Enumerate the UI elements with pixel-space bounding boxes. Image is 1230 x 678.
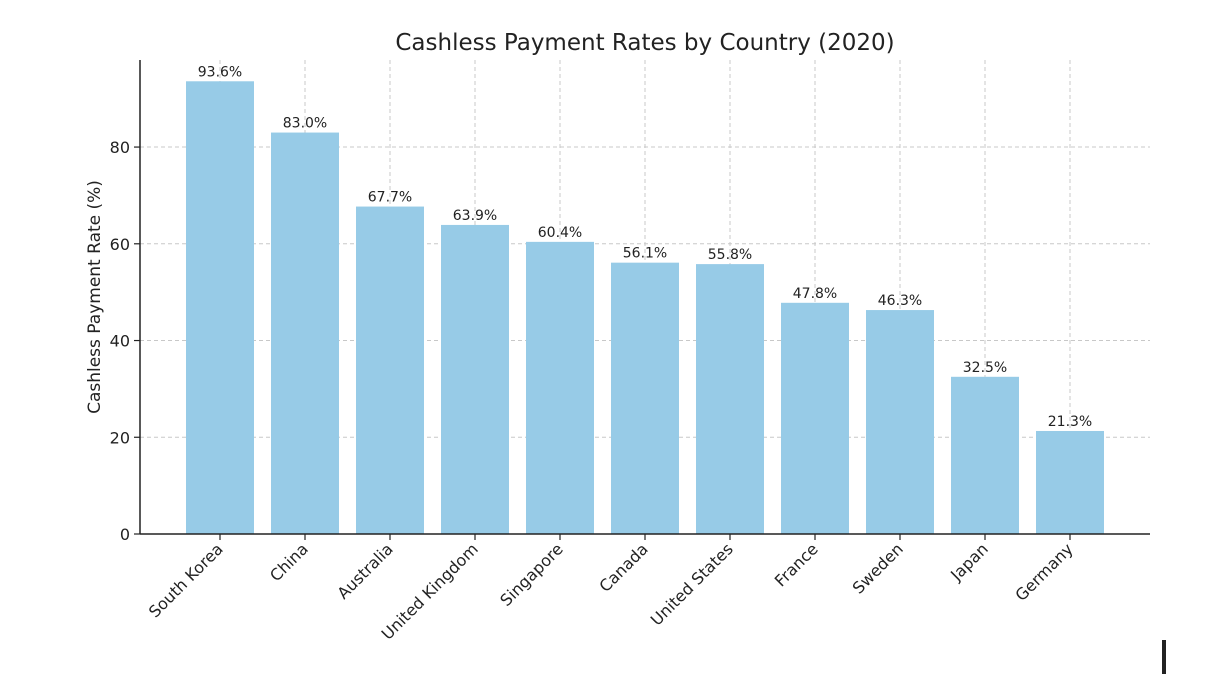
bar-value-label: 60.4% bbox=[538, 225, 582, 241]
chart-title: Cashless Payment Rates by Country (2020) bbox=[395, 30, 894, 56]
bar-value-label: 93.6% bbox=[198, 64, 242, 80]
x-tick-label: South Korea bbox=[145, 539, 227, 621]
bar bbox=[356, 206, 424, 535]
x-tick-label: Germany bbox=[1011, 539, 1076, 604]
bar bbox=[271, 132, 339, 534]
bar-value-label: 83.0% bbox=[283, 116, 327, 132]
bar-value-label: 56.1% bbox=[623, 246, 667, 262]
bar-value-label: 67.7% bbox=[368, 190, 412, 206]
bar bbox=[441, 224, 509, 534]
y-tick-label: 20 bbox=[110, 428, 130, 447]
bar bbox=[526, 241, 594, 535]
bar bbox=[696, 264, 764, 534]
axis-layer bbox=[134, 60, 1150, 540]
bar bbox=[866, 310, 934, 534]
y-tick-label: 60 bbox=[110, 235, 130, 254]
bar-value-label: 47.8% bbox=[793, 286, 837, 302]
bar bbox=[781, 302, 849, 534]
text-cursor-icon bbox=[1162, 640, 1166, 674]
x-tick-label: Canada bbox=[595, 539, 651, 595]
bar-value-label: 32.5% bbox=[963, 360, 1007, 376]
y-axis-label: Cashless Payment Rate (%) bbox=[85, 180, 105, 414]
y-tick-label: 40 bbox=[110, 332, 130, 351]
bar bbox=[1036, 430, 1104, 534]
y-tick-label: 0 bbox=[120, 525, 130, 544]
x-tick-label: China bbox=[266, 539, 312, 585]
x-tick-label: Sweden bbox=[849, 539, 907, 597]
bar-value-label: 63.9% bbox=[453, 208, 497, 224]
bar-value-label: 55.8% bbox=[708, 247, 752, 263]
x-tick-label: Australia bbox=[333, 539, 396, 602]
bar bbox=[186, 81, 254, 535]
y-tick-label: 80 bbox=[110, 138, 130, 157]
bar-value-label: 21.3% bbox=[1048, 414, 1092, 430]
bar bbox=[611, 262, 679, 534]
bar-layer bbox=[186, 81, 1104, 535]
bar bbox=[951, 376, 1019, 534]
bar-value-label: 46.3% bbox=[878, 293, 922, 309]
x-tick-label: Japan bbox=[946, 539, 992, 585]
x-tick-label: United States bbox=[647, 539, 737, 629]
x-tick-label: France bbox=[771, 539, 822, 590]
label-layer: 0 20 40 60 80 93.6% South Korea 83.0% China 67.7%… bbox=[110, 64, 1093, 643]
x-tick-label: Singapore bbox=[496, 539, 567, 610]
